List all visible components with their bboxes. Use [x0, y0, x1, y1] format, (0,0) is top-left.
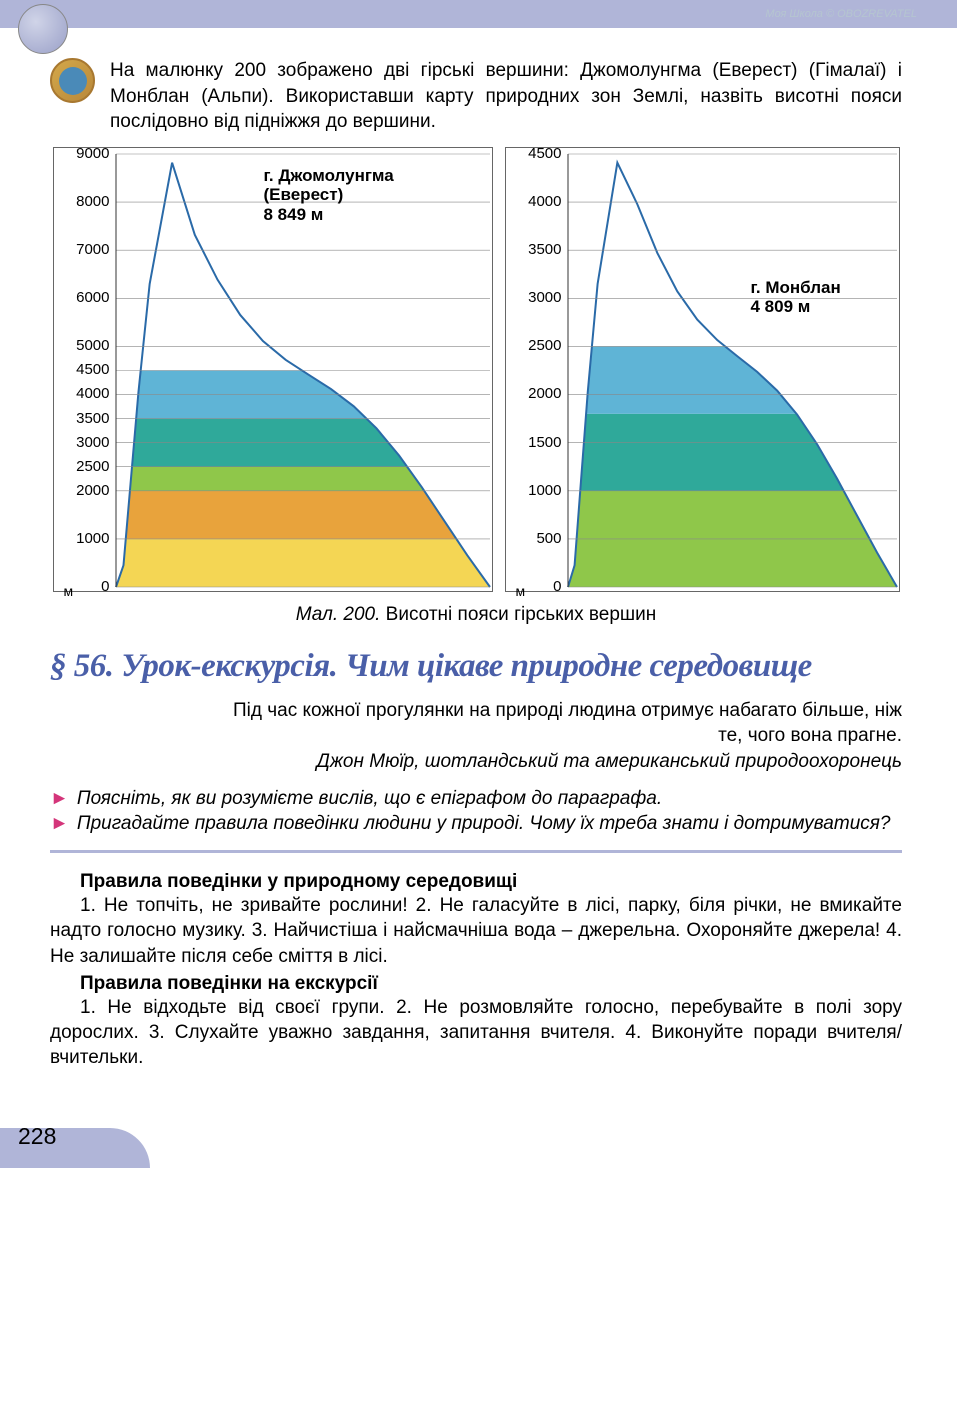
ytick-label: 3000 [512, 289, 562, 306]
figure-caption-text: Висотні пояси гірських вершин [380, 604, 656, 625]
epigraph-attribution: Джон Мюїр, шотландський та американський… [210, 750, 902, 775]
question-item: ► Поясніть, як ви розумієте вислів, що є… [50, 787, 902, 812]
questions-block: ► Поясніть, як ви розумієте вислів, що є… [50, 787, 902, 853]
ytick-label: 4000 [512, 193, 562, 210]
chart-everest: 0100020002500300035004000450050006000700… [53, 147, 493, 592]
globe-badge-icon [50, 58, 95, 103]
ytick-label: 2000 [60, 482, 110, 499]
globe-inner-icon [59, 67, 87, 95]
ytick-label: 9000 [60, 145, 110, 162]
ytick-label: 3500 [60, 410, 110, 427]
figure-number: Мал. 200. [296, 604, 381, 625]
y-unit-label: м [64, 583, 74, 599]
rules-title: Правила поведінки на екскурсії [50, 973, 902, 995]
page-number: 228 [18, 1123, 56, 1150]
page-footer: 228 [0, 1118, 957, 1168]
ytick-label: 7000 [60, 241, 110, 258]
question-item: ► Пригадайте правила поведінки людини у … [50, 812, 902, 837]
section-title: § 56. Урок-екскурсія. Чим цікаве природн… [50, 648, 902, 685]
chart-title: г. Джомолунгма(Еверест)8 849 м [264, 166, 394, 225]
ytick-label: 1500 [512, 434, 562, 451]
question-text: Пригадайте правила поведінки людини у пр… [77, 812, 891, 837]
rules-block-1: Правила поведінки у природному середовищ… [50, 871, 902, 968]
ytick-label: 4500 [512, 145, 562, 162]
epigraph-quote: Під час кожної прогулянки на природі люд… [210, 699, 902, 748]
question-text: Поясніть, як ви розумієте вислів, що є е… [77, 787, 662, 812]
ytick-label: 500 [512, 530, 562, 547]
intro-row: На малюнку 200 зображено дві гірські вер… [50, 58, 902, 135]
rules-title: Правила поведінки у природному середовищ… [50, 871, 902, 893]
chart-montblanc: 050010001500200025003000350040004500мг. … [505, 147, 900, 592]
ytick-label: 2500 [512, 337, 562, 354]
y-unit-label: м [516, 583, 526, 599]
ytick-label: 6000 [60, 289, 110, 306]
ytick-label: 2000 [512, 385, 562, 402]
ytick-label: 3000 [60, 434, 110, 451]
globe-logo [18, 4, 68, 54]
charts-row: 0100020002500300035004000450050006000700… [50, 147, 902, 592]
rules-block-2: Правила поведінки на екскурсії 1. Не від… [50, 973, 902, 1070]
rules-body: 1. Не топчіть, не зривайте рослини! 2. Н… [50, 893, 902, 968]
triangle-bullet-icon: ► [50, 787, 69, 812]
page-content: На малюнку 200 зображено дві гірські вер… [0, 28, 957, 1090]
ytick-label: 5000 [60, 337, 110, 354]
intro-text: На малюнку 200 зображено дві гірські вер… [110, 58, 902, 135]
chart-title: г. Монблан4 809 м [751, 278, 841, 317]
figure-caption: Мал. 200. Висотні пояси гірських вершин [50, 604, 902, 626]
ytick-label: 1000 [60, 530, 110, 547]
ytick-label: 2500 [60, 458, 110, 475]
ytick-label: 8000 [60, 193, 110, 210]
triangle-bullet-icon: ► [50, 812, 69, 837]
rules-body: 1. Не відходьте від своєї групи. 2. Не р… [50, 995, 902, 1070]
ytick-label: 1000 [512, 482, 562, 499]
ytick-label: 3500 [512, 241, 562, 258]
ytick-label: 4500 [60, 361, 110, 378]
ytick-label: 4000 [60, 385, 110, 402]
header-bar [0, 0, 957, 28]
